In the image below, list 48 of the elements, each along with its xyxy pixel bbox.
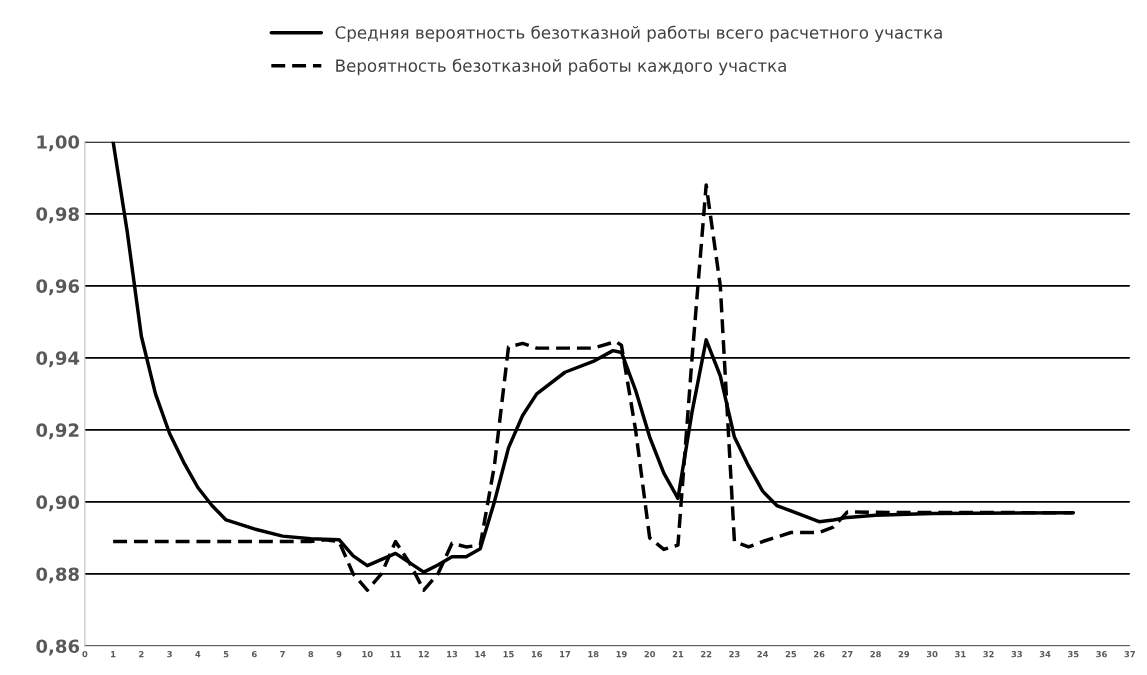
y-tick-label: 0,98 [36,207,79,224]
legend-label: Вероятность безотказной работы каждого участка [336,58,786,76]
x-tick-label: 31 [955,650,966,658]
x-tick-label: 35 [1068,650,1079,658]
x-tick-label: 9 [336,650,342,658]
y-tick-label: 0,90 [36,495,80,512]
x-tick-label: 32 [983,650,994,658]
legend-label: Средняя вероятность безотказной работы всего расчетного участка [335,25,942,43]
x-tick-label: 21 [672,650,684,658]
x-tick-label: 37 [1124,650,1135,658]
x-tick-label: 5 [223,651,229,658]
x-tick-label: 0 [82,650,88,658]
x-tick-label: 14 [475,651,486,658]
x-tick-label: 19 [616,650,627,658]
x-tick-label: 2 [139,650,144,658]
x-tick-label: 28 [870,650,881,658]
x-tick-label: 18 [588,650,599,658]
x-tick-label: 36 [1096,650,1107,658]
y-tick-label: 0,94 [36,351,80,368]
x-tick-label: 33 [1011,650,1022,658]
x-tick-label: 11 [390,651,401,658]
y-tick-label: 1,00 [37,135,80,152]
x-tick-label: 10 [362,650,373,658]
x-tick-label: 29 [898,650,910,658]
x-tick-label: 13 [447,650,458,658]
x-tick-label: 24 [757,650,769,658]
x-tick-label: 20 [644,650,656,658]
x-tick-label: 22 [701,650,712,658]
y-tick-label: 0,86 [36,639,80,656]
x-tick-label: 30 [926,650,938,658]
x-tick-label: 4 [195,651,201,658]
y-tick-label: 0,92 [36,423,79,440]
x-tick-label: 15 [503,651,514,658]
x-tick-label: 17 [560,651,571,658]
x-tick-label: 8 [308,650,314,658]
x-tick-label: 3 [167,650,172,658]
y-tick-label: 0,96 [36,279,80,296]
x-tick-label: 16 [531,650,543,658]
x-tick-label: 26 [814,650,825,658]
x-tick-label: 27 [842,650,853,658]
x-tick-label: 1 [111,651,116,658]
x-tick-label: 12 [418,650,429,658]
x-tick-label: 7 [280,651,285,658]
x-tick-label: 6 [251,650,257,658]
x-tick-label: 34 [1039,650,1051,658]
x-tick-label: 25 [785,650,797,658]
x-tick-label: 23 [729,650,740,658]
y-tick-label: 0,88 [36,567,79,584]
